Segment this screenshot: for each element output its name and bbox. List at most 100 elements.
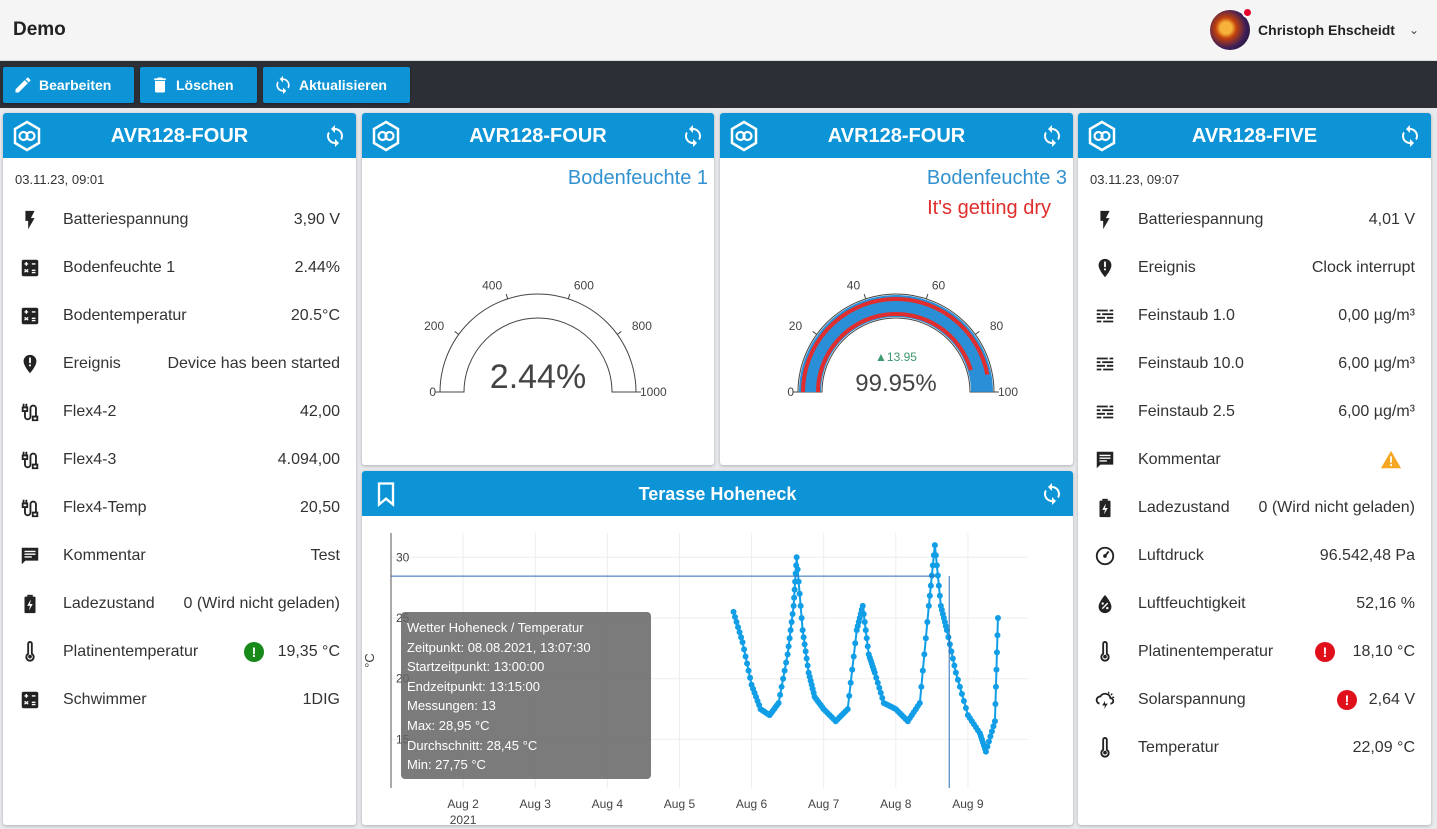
row-label: Schwimmer [63,691,147,708]
tooltip-line: Messungen: 13 [407,698,496,714]
user-menu[interactable]: Christoph Ehscheidt ⌄ [1210,7,1419,51]
data-row: Bodentemperatur 20.5°C [3,292,356,340]
row-label: Platinentemperatur [63,643,199,660]
data-row: Bodenfeuchte 1 2.44% [3,244,356,292]
row-label: Platinentemperatur [1138,643,1274,660]
refresh-icon[interactable] [681,124,705,148]
row-label: Luftdruck [1138,547,1204,564]
avatar[interactable] [1210,7,1254,50]
refresh-icon[interactable] [1040,124,1064,148]
data-row: Feinstaub 10.0 6,00 µg/m³ [1078,340,1431,388]
water-percent-icon [1098,594,1112,614]
row-value: 22,09 °C [1352,739,1415,756]
data-point [791,586,798,593]
data-point [785,643,792,650]
alert-icon: ! [1315,642,1335,662]
data-row: Kommentar [1078,436,1431,484]
data-point [992,683,999,690]
gauge-delta: ▲13.95 [875,350,917,364]
edit-button[interactable]: Bearbeiten [3,67,134,103]
y-axis-label: °C [362,653,377,668]
data-point [860,610,867,617]
data-point [918,683,925,690]
card-title: AVR128-FOUR [469,125,607,147]
gauge-title: Bodenfeuchte 1 [567,167,708,189]
timestamp: 03.11.23, 09:07 [1090,172,1180,187]
data-row: Batteriespannung 4,01 V [1078,196,1431,244]
data-point [789,610,796,617]
tooltip-line: Zeitpunkt: 08.08.2021, 13:07:30 [407,639,591,655]
lightning-icon [25,210,35,230]
gauge-title: Bodenfeuchte 3 [926,167,1067,189]
data-point [778,683,785,690]
status-ok-icon: ! [244,642,264,662]
tooltip-line: Min: 27,75 °C [407,757,486,773]
user-name[interactable]: Christoph Ehscheidt [1258,22,1395,38]
row-label: Ereignis [1138,259,1196,276]
data-point [775,700,782,706]
data-point [990,723,997,730]
data-point [876,684,883,691]
tooltip-line: Endzeitpunkt: 13:15:00 [407,678,540,694]
data-point [787,627,794,634]
data-point [958,690,965,697]
data-point [780,675,787,682]
chevron-down-icon[interactable]: ⌄ [1408,23,1419,37]
y-tick-label: 30 [396,550,410,564]
data-row: Batteriespannung 3,90 V [3,196,356,244]
data-row: Ereignis Clock interrupt [1078,244,1431,292]
data-point [790,602,797,609]
data-point [933,562,940,569]
data-point [873,674,880,681]
dust-icon [1096,309,1114,323]
calculator-icon [21,691,39,709]
row-value: 4,01 V [1368,211,1415,228]
x-tick-label: Aug 3 [520,797,552,811]
data-point [928,572,935,579]
row-value: Clock interrupt [1311,259,1415,276]
notification-dot [1242,7,1254,18]
card-header: AVR128-FOUR [362,113,714,158]
calculator-icon [21,259,39,277]
gauge-tick-label: 1000 [640,385,667,399]
row-label: Batteriespannung [63,211,189,228]
row-value: 96.542,48 Pa [1319,547,1415,564]
data-row: Flex4-2 42,00 [3,388,356,436]
x-tick-label: Aug 8 [880,797,912,811]
card-header: Terasse Hoheneck [362,471,1073,516]
gauge-card-bodenfeuchte-1: AVR128-FOUR Bodenfeuchte 1 0 200 400 600 800… [362,113,714,465]
refresh-icon[interactable] [323,124,347,148]
data-point [925,602,932,609]
app-title: Demo [13,19,66,40]
delete-button[interactable]: Löschen [140,67,257,103]
alert-icon: ! [1337,690,1357,710]
data-point [952,669,959,676]
gauge-chart: 0 20 40 60 80 100 99.95% ▲13.95 [787,278,1018,399]
gauge-tick-label: 200 [424,319,444,333]
data-point [864,643,871,650]
row-value: Device has been started [167,355,340,372]
hexagon-logo-icon [1088,120,1116,152]
data-row: Flex4-3 4.094,00 [3,436,356,484]
data-row: Solarspannung 2,64 V! [1078,676,1431,724]
data-point [846,692,853,699]
data-point [927,582,934,589]
refresh-button[interactable]: Aktualisieren [263,67,410,103]
refresh-icon[interactable] [1398,124,1422,148]
data-point [736,629,743,636]
data-point [946,641,953,648]
data-point [793,554,800,561]
chart-tooltip: Wetter Hoheneck / Temperatur Zeitpunkt: … [401,612,651,779]
refresh-icon[interactable] [1040,482,1064,506]
gauge-tick-label: 0 [787,385,794,399]
x-tick-label: Aug 4 [592,797,624,811]
data-point [742,653,749,660]
data-point [863,635,870,642]
row-value: 6,00 µg/m³ [1338,403,1415,420]
dust-icon [1096,405,1114,419]
edit-button-label: Bearbeiten [39,77,112,93]
gauge-tick [616,331,622,335]
gauge-tick-label: 80 [990,319,1004,333]
data-point [784,651,791,658]
gauge-tick-label: 100 [998,385,1018,399]
